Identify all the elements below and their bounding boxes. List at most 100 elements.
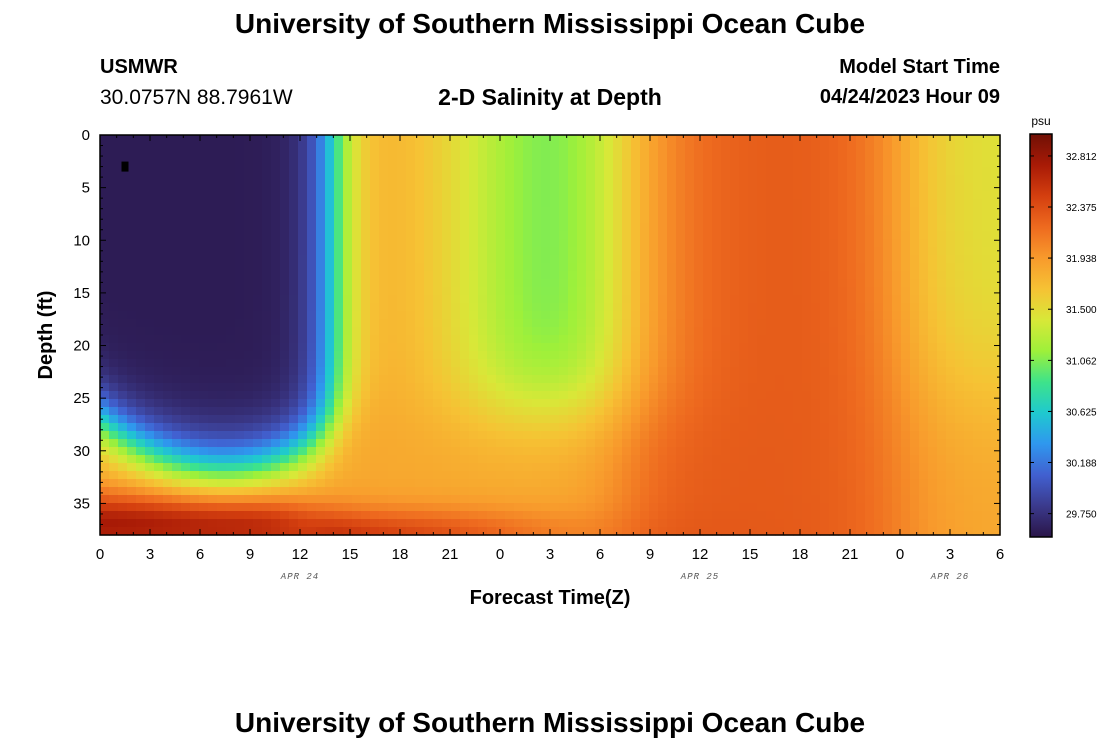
heatmap-cell <box>541 519 551 528</box>
heatmap-cell <box>145 295 155 304</box>
heatmap-cell <box>334 151 344 160</box>
heatmap-cell <box>973 255 983 264</box>
heatmap-cell <box>154 431 164 440</box>
heatmap-cell <box>874 255 884 264</box>
heatmap-cell <box>964 511 974 520</box>
heatmap-cell <box>523 239 533 248</box>
heatmap-cell <box>793 167 803 176</box>
heatmap-cell <box>433 143 443 152</box>
heatmap-cell <box>406 135 416 144</box>
heatmap-cell <box>523 495 533 504</box>
heatmap-cell <box>550 407 560 416</box>
heatmap-cell <box>532 271 542 280</box>
heatmap-cell <box>973 327 983 336</box>
heatmap-cell <box>604 359 614 368</box>
heatmap-cell <box>676 495 686 504</box>
heatmap-cell <box>469 511 479 520</box>
heatmap-cell <box>217 247 227 256</box>
heatmap-cell <box>739 135 749 144</box>
heatmap-cell <box>766 135 776 144</box>
heatmap-cell <box>442 367 452 376</box>
heatmap-cell <box>712 135 722 144</box>
heatmap-cell <box>442 311 452 320</box>
heatmap-cell <box>334 343 344 352</box>
heatmap-cell <box>559 247 569 256</box>
heatmap-cell <box>235 327 245 336</box>
heatmap-cell <box>235 423 245 432</box>
heatmap-cell <box>829 231 839 240</box>
heatmap-cell <box>109 239 119 248</box>
heatmap-cell <box>703 463 713 472</box>
heatmap-cell <box>235 135 245 144</box>
heatmap-cell <box>712 151 722 160</box>
heatmap-cell <box>280 191 290 200</box>
heatmap-cell <box>586 423 596 432</box>
heatmap-cell <box>856 335 866 344</box>
heatmap-cell <box>856 455 866 464</box>
heatmap-cell <box>118 271 128 280</box>
heatmap-cell <box>946 343 956 352</box>
heatmap-cell <box>910 343 920 352</box>
heatmap-cell <box>100 279 110 288</box>
heatmap-cell <box>838 527 848 536</box>
heatmap-cell <box>838 359 848 368</box>
heatmap-cell <box>640 215 650 224</box>
heatmap-cell <box>424 287 434 296</box>
heatmap-cell <box>460 271 470 280</box>
heatmap-cell <box>595 255 605 264</box>
heatmap-cell <box>496 143 506 152</box>
heatmap-cell <box>316 207 326 216</box>
heatmap-cell <box>568 471 578 480</box>
heatmap-cell <box>730 503 740 512</box>
heatmap-cell <box>478 319 488 328</box>
heatmap-cell <box>316 319 326 328</box>
heatmap-cell <box>604 311 614 320</box>
heatmap-cell <box>847 311 857 320</box>
heatmap-cell <box>370 247 380 256</box>
heatmap-cell <box>775 391 785 400</box>
heatmap-cell <box>109 375 119 384</box>
heatmap-cell <box>505 199 515 208</box>
heatmap-cell <box>640 455 650 464</box>
heatmap-cell <box>271 511 281 520</box>
heatmap-cell <box>334 431 344 440</box>
heatmap-cell <box>370 511 380 520</box>
heatmap-cell <box>766 175 776 184</box>
heatmap-cell <box>442 263 452 272</box>
heatmap-cell <box>406 383 416 392</box>
heatmap-cell <box>181 167 191 176</box>
heatmap-cell <box>604 159 614 168</box>
heatmap-cell <box>559 455 569 464</box>
heatmap-cell <box>199 255 209 264</box>
heatmap-cell <box>640 383 650 392</box>
heatmap-cell <box>865 327 875 336</box>
heatmap-cell <box>811 279 821 288</box>
heatmap-cell <box>622 319 632 328</box>
heatmap-cell <box>487 175 497 184</box>
heatmap-cell <box>568 327 578 336</box>
heatmap-cell <box>955 383 965 392</box>
heatmap-cell <box>343 151 353 160</box>
heatmap-cell <box>838 271 848 280</box>
heatmap-cell <box>550 399 560 408</box>
heatmap-cell <box>685 287 695 296</box>
heatmap-cell <box>469 159 479 168</box>
heatmap-cell <box>811 247 821 256</box>
heatmap-cell <box>109 495 119 504</box>
heatmap-cell <box>757 351 767 360</box>
heatmap-cell <box>775 471 785 480</box>
heatmap-cell <box>118 319 128 328</box>
heatmap-cell <box>712 247 722 256</box>
heatmap-cell <box>370 423 380 432</box>
heatmap-cell <box>226 287 236 296</box>
heatmap-cell <box>145 223 155 232</box>
heatmap-cell <box>541 407 551 416</box>
heatmap-cell <box>127 215 137 224</box>
heatmap-cell <box>469 447 479 456</box>
heatmap-cell <box>235 495 245 504</box>
heatmap-cell <box>433 159 443 168</box>
heatmap-cell <box>703 447 713 456</box>
heatmap-cell <box>514 479 524 488</box>
heatmap-cell <box>937 143 947 152</box>
heatmap-cell <box>910 479 920 488</box>
